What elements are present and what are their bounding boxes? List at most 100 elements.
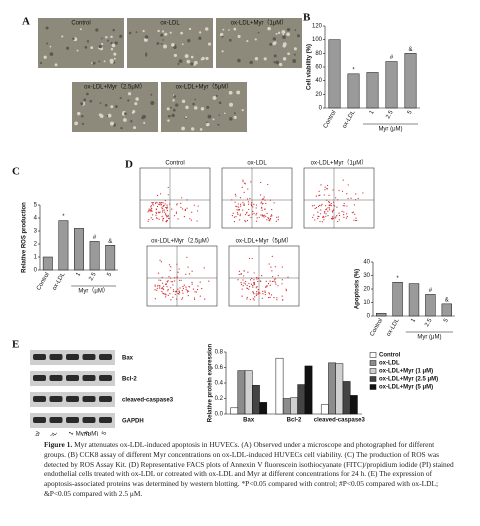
event (253, 272, 255, 274)
event (327, 215, 329, 217)
cell (228, 38, 232, 42)
event (355, 193, 357, 195)
event (177, 218, 179, 220)
event (260, 181, 262, 184)
band (66, 375, 79, 381)
event (154, 289, 156, 291)
event (271, 270, 273, 272)
event (347, 184, 349, 186)
event (184, 209, 187, 212)
event (240, 283, 243, 285)
event (270, 215, 272, 217)
event (156, 289, 158, 291)
significance-marker: * (62, 214, 65, 220)
flow-label: ox-LDL (247, 161, 267, 167)
event (253, 281, 255, 284)
event (163, 209, 165, 211)
cell (95, 28, 99, 32)
bar (349, 395, 358, 415)
event (176, 203, 178, 205)
cell (286, 32, 290, 37)
flow-plot (139, 167, 211, 229)
cell (186, 59, 191, 64)
cell (293, 47, 297, 51)
event (274, 281, 277, 283)
cell (144, 35, 149, 39)
event (253, 279, 255, 281)
blot-label: cleaved-caspase3 (122, 398, 174, 404)
event (150, 206, 152, 208)
cell (135, 31, 138, 34)
event (247, 188, 249, 190)
bar (244, 370, 253, 415)
cell (181, 99, 186, 103)
event (170, 299, 172, 301)
event (281, 295, 283, 297)
bar (392, 282, 403, 317)
event (265, 215, 267, 217)
y-tick-label: 120 (312, 24, 323, 30)
legend-label: Control (379, 353, 401, 359)
event (170, 281, 172, 283)
event (256, 212, 258, 214)
event (336, 206, 338, 208)
event (244, 213, 247, 216)
event (276, 297, 278, 299)
cell (218, 101, 222, 105)
event (256, 285, 258, 288)
event (174, 280, 176, 282)
event (268, 293, 270, 295)
event (247, 214, 249, 217)
event (318, 190, 320, 192)
x-tick-label: 1 (369, 109, 376, 115)
event (172, 296, 174, 298)
event (330, 205, 332, 207)
cell (207, 42, 212, 46)
cell (110, 42, 113, 45)
x-tick-label: Bcl-2 (287, 418, 302, 424)
cell (150, 93, 153, 96)
event (256, 276, 258, 279)
event (330, 217, 332, 220)
micrograph-label: Control (71, 21, 90, 27)
event (165, 294, 167, 296)
event (150, 209, 152, 211)
event (187, 295, 189, 297)
event (256, 278, 258, 280)
event (326, 184, 329, 187)
event (270, 266, 272, 268)
event (321, 203, 323, 206)
event (265, 286, 267, 288)
event (321, 216, 324, 218)
event (167, 294, 169, 296)
x-tick-label: 2.5 (88, 271, 98, 282)
event (255, 287, 257, 289)
event (317, 205, 320, 208)
cell (171, 42, 175, 47)
event (169, 293, 171, 295)
event (250, 216, 252, 219)
event (152, 203, 154, 205)
event (147, 220, 149, 222)
event (318, 215, 320, 218)
event (346, 213, 348, 215)
cell (111, 43, 116, 48)
event (186, 256, 188, 258)
event (273, 279, 276, 281)
significance-marker: & (108, 239, 112, 245)
event (257, 280, 259, 283)
event (164, 203, 166, 205)
event (173, 290, 175, 293)
event (162, 207, 164, 209)
event (245, 221, 247, 223)
legend-swatch (369, 376, 377, 382)
group-label: Myr (μM) (417, 335, 441, 341)
event (170, 287, 172, 289)
event (244, 183, 246, 185)
y-axis-label: Relative ROS production (22, 202, 28, 273)
event (265, 202, 267, 205)
cell (277, 31, 281, 35)
event (161, 282, 164, 284)
event (154, 284, 156, 286)
x-tick-label: Control (369, 318, 384, 338)
